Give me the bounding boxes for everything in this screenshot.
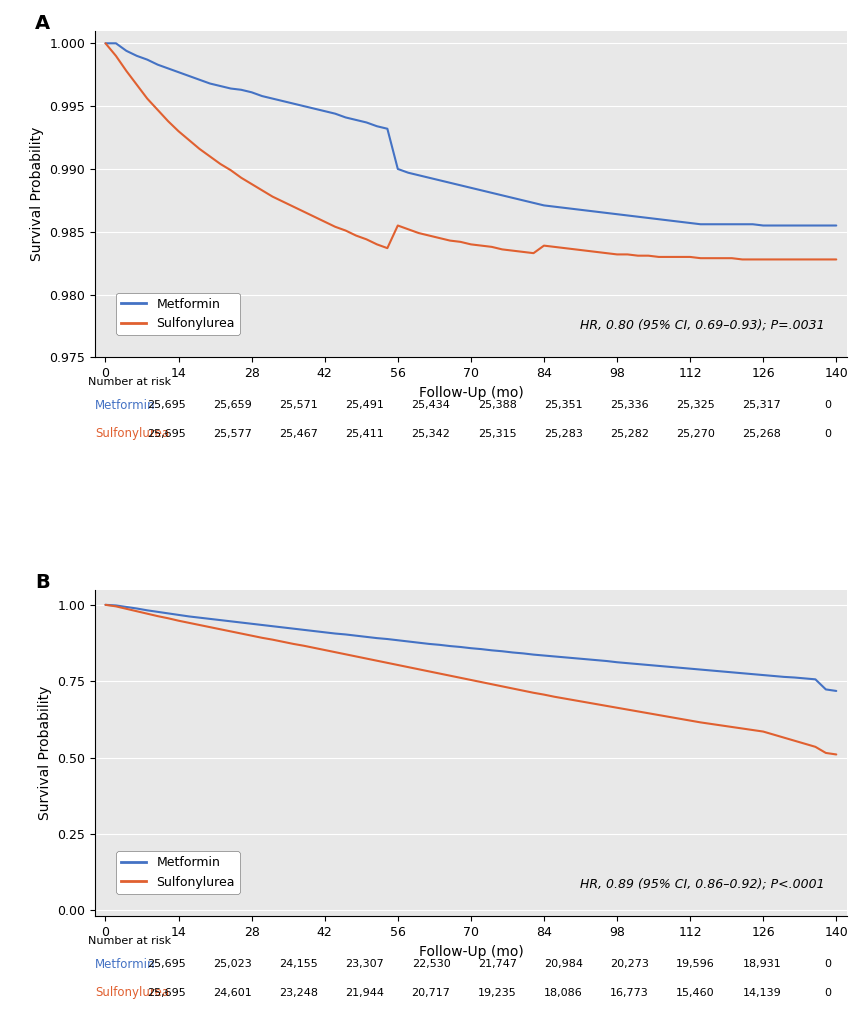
Text: 22,530: 22,530 [411,959,450,970]
Text: 25,283: 25,283 [544,429,583,439]
Text: 0: 0 [824,400,831,411]
Text: 25,342: 25,342 [411,429,450,439]
Text: 25,659: 25,659 [213,400,252,411]
Text: 25,434: 25,434 [411,400,450,411]
Text: 24,601: 24,601 [213,988,252,997]
Text: 25,282: 25,282 [610,429,649,439]
Text: 21,944: 21,944 [346,988,384,997]
Text: 25,315: 25,315 [478,429,517,439]
Text: 0: 0 [824,988,831,997]
Text: 20,273: 20,273 [610,959,649,970]
Text: Sulfonylurea: Sulfonylurea [95,427,169,440]
Legend: Metformin, Sulfonylurea: Metformin, Sulfonylurea [117,852,240,894]
Text: 25,351: 25,351 [544,400,582,411]
Text: 20,717: 20,717 [411,988,450,997]
Text: 21,747: 21,747 [478,959,517,970]
Text: 16,773: 16,773 [610,988,649,997]
Text: 18,931: 18,931 [742,959,781,970]
Text: 20,984: 20,984 [543,959,583,970]
Text: A: A [35,14,50,34]
Y-axis label: Survival Probability: Survival Probability [30,127,44,261]
Text: 24,155: 24,155 [279,959,318,970]
Text: 14,139: 14,139 [742,988,781,997]
Text: 25,268: 25,268 [742,429,781,439]
Text: Number at risk: Number at risk [87,377,171,387]
Text: HR, 0.80 (95% CI, 0.69–0.93); P=.0031: HR, 0.80 (95% CI, 0.69–0.93); P=.0031 [580,318,824,332]
Text: 25,023: 25,023 [213,959,252,970]
Text: 25,467: 25,467 [279,429,318,439]
Text: 25,336: 25,336 [610,400,649,411]
Text: 0: 0 [824,429,831,439]
Text: 25,325: 25,325 [677,400,715,411]
Text: 23,248: 23,248 [279,988,318,997]
Text: 25,317: 25,317 [742,400,781,411]
Text: 19,235: 19,235 [478,988,517,997]
Text: B: B [35,573,49,592]
Y-axis label: Survival Probability: Survival Probability [38,686,52,820]
Text: 25,270: 25,270 [677,429,715,439]
Text: 25,695: 25,695 [147,959,186,970]
Text: 25,491: 25,491 [346,400,384,411]
Text: Metformin: Metformin [95,957,156,971]
Text: 25,411: 25,411 [346,429,384,439]
Text: 25,695: 25,695 [147,400,186,411]
Text: 25,695: 25,695 [147,429,186,439]
Text: 23,307: 23,307 [346,959,384,970]
Text: 25,695: 25,695 [147,988,186,997]
Legend: Metformin, Sulfonylurea: Metformin, Sulfonylurea [117,293,240,335]
Text: Number at risk: Number at risk [87,936,171,946]
Text: 25,577: 25,577 [213,429,252,439]
Text: 0: 0 [824,959,831,970]
Text: 25,571: 25,571 [279,400,318,411]
X-axis label: Follow-Up (mo): Follow-Up (mo) [418,944,524,958]
Text: HR, 0.89 (95% CI, 0.86–0.92); P<.0001: HR, 0.89 (95% CI, 0.86–0.92); P<.0001 [580,878,824,890]
Text: 15,460: 15,460 [677,988,715,997]
Text: Metformin: Metformin [95,399,156,412]
Text: 19,596: 19,596 [677,959,715,970]
Text: 18,086: 18,086 [544,988,582,997]
Text: Sulfonylurea: Sulfonylurea [95,986,169,999]
Text: 25,388: 25,388 [478,400,517,411]
X-axis label: Follow-Up (mo): Follow-Up (mo) [418,386,524,399]
